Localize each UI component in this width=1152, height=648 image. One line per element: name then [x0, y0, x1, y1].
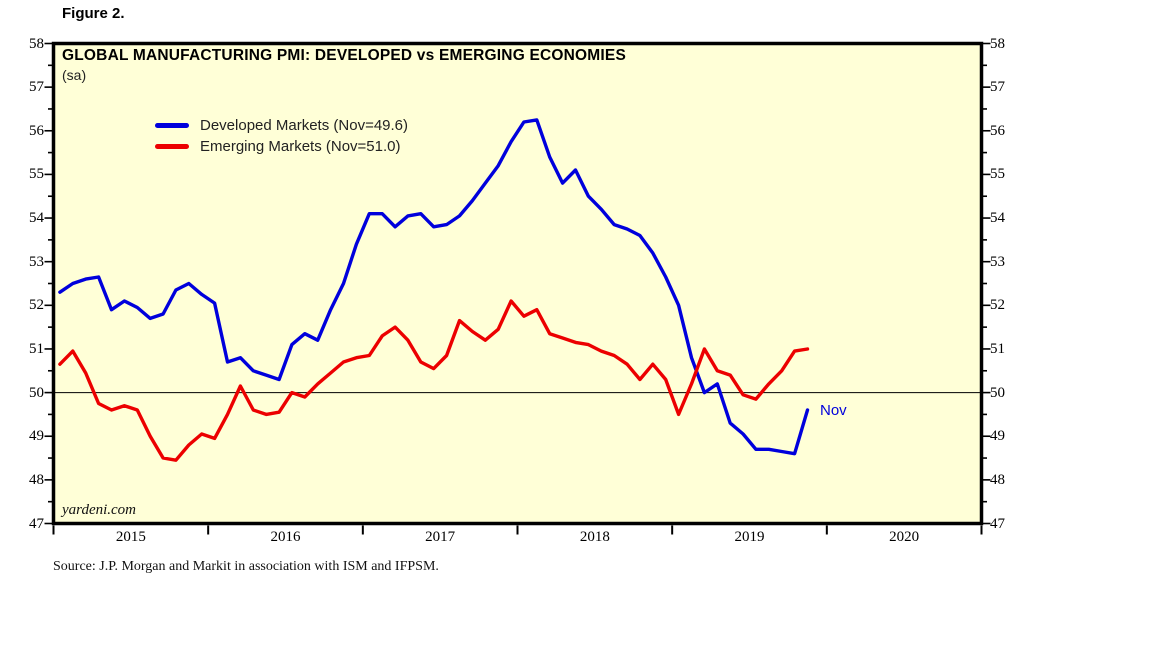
y-tick-label-right: 47	[990, 515, 1005, 532]
y-tick-label-right: 54	[990, 210, 1005, 227]
series-line-emerging	[58, 299, 810, 462]
y-tick-label-left: 47	[29, 515, 44, 532]
y-tick-label-left: 49	[29, 428, 44, 445]
legend: Developed Markets (Nov=49.6) Emerging Ma…	[155, 117, 409, 155]
legend-label-emerging: Emerging Markets (Nov=51.0)	[200, 138, 401, 155]
plot-frame	[51, 41, 984, 526]
x-tick-label-year: 2018	[579, 529, 610, 545]
y-tick-label-right: 53	[990, 253, 1005, 270]
y-tick-label-left: 48	[29, 471, 44, 488]
yardeni-watermark: yardeni.com	[62, 502, 137, 518]
legend-label-developed: Developed Markets (Nov=49.6)	[200, 117, 409, 134]
last-point-annotation: Nov	[820, 402, 847, 419]
source-note: Source: J.P. Morgan and Markit in associ…	[53, 559, 439, 574]
y-tick-label-left: 50	[29, 384, 44, 401]
x-tick-label-year: 2020	[889, 529, 920, 545]
y-tick-label-left: 53	[29, 253, 44, 270]
y-tick-label-left: 51	[29, 340, 44, 357]
y-tick-label-left: 55	[29, 166, 44, 183]
y-tick-label-left: 57	[29, 79, 44, 96]
x-tick-label-year: 2015	[115, 529, 146, 545]
y-tick-label-left: 58	[29, 35, 44, 52]
plot-area	[53, 43, 982, 524]
y-tick-label-left: 52	[29, 297, 44, 314]
x-tick-label-year: 2019	[734, 529, 765, 545]
series-line-developed	[58, 118, 810, 456]
x-tick-label-year: 2017	[425, 529, 456, 545]
x-tick-label-year: 2016	[270, 529, 301, 545]
y-tick-label-right: 51	[990, 340, 1005, 357]
y-tick-label-right: 58	[990, 35, 1005, 52]
y-tick-label-right: 55	[990, 166, 1005, 183]
y-tick-label-right: 48	[990, 471, 1005, 488]
legend-item-developed: Developed Markets (Nov=49.6)	[155, 117, 409, 134]
y-tick-label-right: 49	[990, 428, 1005, 445]
chart-subtitle: (sa)	[62, 67, 87, 83]
figure-label: Figure 2.	[62, 5, 125, 22]
y-tick-label-left: 54	[29, 210, 44, 227]
y-tick-label-right: 56	[990, 122, 1005, 139]
y-tick-label-right: 50	[990, 384, 1005, 401]
y-tick-label-left: 56	[29, 122, 44, 139]
developed-line-swatch	[155, 123, 189, 128]
y-tick-label-right: 52	[990, 297, 1005, 314]
chart-title: GLOBAL MANUFACTURING PMI: DEVELOPED vs E…	[62, 47, 626, 64]
y-tick-label-right: 57	[990, 79, 1005, 96]
legend-item-emerging: Emerging Markets (Nov=51.0)	[155, 138, 408, 155]
emerging-line-swatch	[155, 144, 189, 149]
